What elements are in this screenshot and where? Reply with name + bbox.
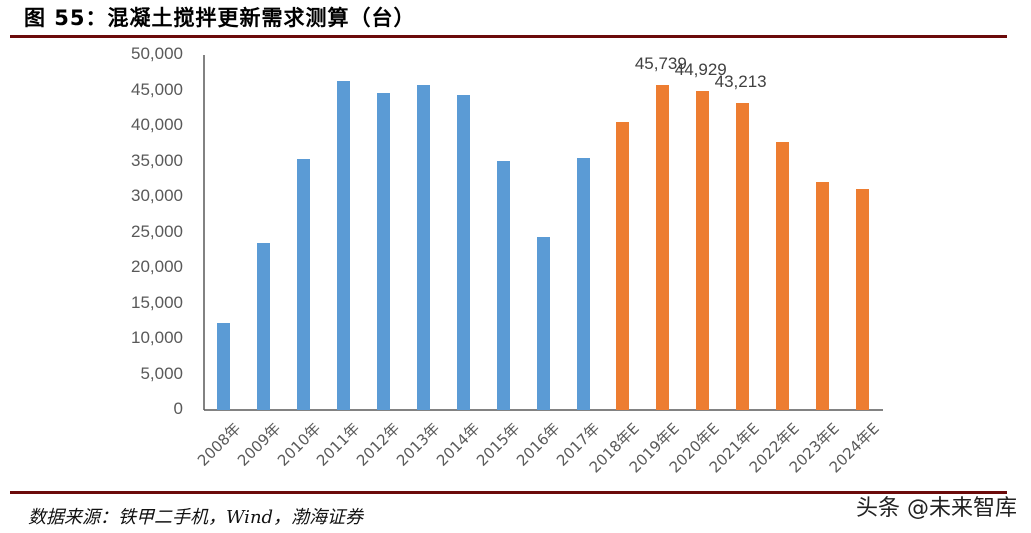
y-tick-label: 40,000	[131, 115, 183, 134]
y-tick-label: 50,000	[131, 44, 183, 63]
y-tick-label: 30,000	[131, 186, 183, 205]
data-label: 43,213	[714, 72, 767, 92]
bar-estimate	[815, 182, 829, 410]
bar-actual	[496, 161, 510, 410]
bar-estimate	[855, 189, 869, 410]
y-tick-label: 35,000	[131, 150, 183, 170]
y-tick-label: 0	[173, 399, 183, 418]
bar-actual	[337, 81, 351, 410]
source-note: 数据来源：铁甲二手机，Wind，渤海证券	[28, 507, 364, 528]
data-label: 45,739	[634, 54, 687, 74]
bar-actual	[377, 92, 391, 410]
bar-actual	[456, 95, 470, 410]
bottom-rule-divider	[10, 491, 1007, 494]
bar-actual	[257, 243, 271, 410]
top-rule-divider	[10, 35, 1007, 38]
bar-actual	[536, 237, 550, 410]
bar-actual	[217, 323, 231, 410]
watermark: 头条 @未来智库	[856, 496, 1017, 521]
y-tick-label: 25,000	[131, 221, 183, 241]
bar-actual	[576, 157, 590, 410]
bar-estimate	[696, 91, 710, 410]
bar-estimate	[616, 122, 630, 410]
y-tick-label: 10,000	[131, 328, 183, 347]
y-tick-label: 20,000	[131, 257, 183, 276]
y-tick-label: 45,000	[131, 79, 183, 99]
bar-estimate	[656, 85, 670, 410]
bar-actual	[416, 84, 430, 410]
y-tick-label: 5,000	[140, 363, 183, 383]
bar-actual	[297, 159, 311, 410]
figure-title: 图 55：混凝土搅拌更新需求测算（台）	[24, 6, 416, 30]
data-label: 44,929	[674, 60, 727, 79]
bar-estimate	[776, 141, 790, 410]
y-tick-label: 15,000	[131, 292, 183, 312]
bar-estimate	[736, 103, 750, 410]
